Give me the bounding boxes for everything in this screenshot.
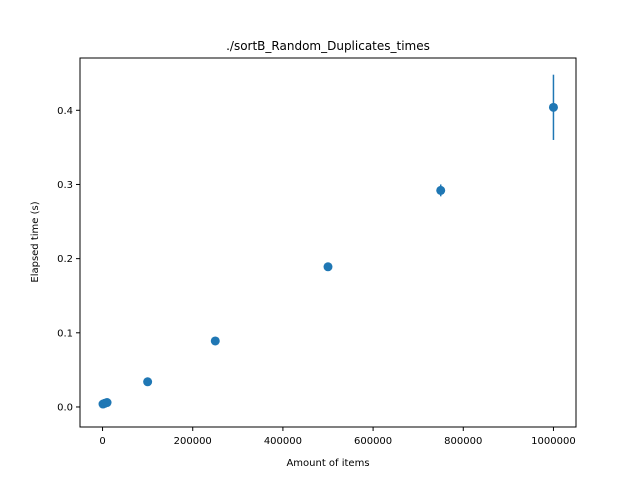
x-tick-label: 800000 bbox=[444, 436, 482, 447]
x-tick-label: 0 bbox=[99, 436, 105, 447]
data-point bbox=[548, 102, 558, 112]
chart-title: ./sortB_Random_Duplicates_times bbox=[226, 39, 430, 53]
x-tick-label: 200000 bbox=[174, 436, 212, 447]
data-point bbox=[210, 336, 220, 346]
plot-background bbox=[80, 58, 576, 427]
y-tick-label: 0.2 bbox=[57, 254, 73, 265]
data-point bbox=[102, 398, 112, 408]
plot-frame bbox=[79, 57, 577, 428]
y-tick-label: 0.4 bbox=[57, 106, 73, 117]
x-tick-label: 1000000 bbox=[531, 436, 576, 447]
x-tick-label: 600000 bbox=[354, 436, 392, 447]
x-axis-label: Amount of items bbox=[286, 458, 369, 469]
axis-ticks: 0 200000 400000 600000 800000 1000000 0.0 0.1 0.… bbox=[57, 106, 576, 447]
y-tick-label: 0.1 bbox=[57, 328, 73, 339]
data-point bbox=[143, 377, 153, 387]
data-point bbox=[436, 185, 446, 195]
data-points bbox=[98, 102, 558, 409]
x-tick-label: 400000 bbox=[264, 436, 302, 447]
y-tick-label: 0.3 bbox=[57, 180, 73, 191]
y-axis-label: Elapsed time (s) bbox=[30, 201, 41, 282]
y-tick-label: 0.0 bbox=[57, 402, 73, 413]
data-point bbox=[323, 262, 333, 272]
